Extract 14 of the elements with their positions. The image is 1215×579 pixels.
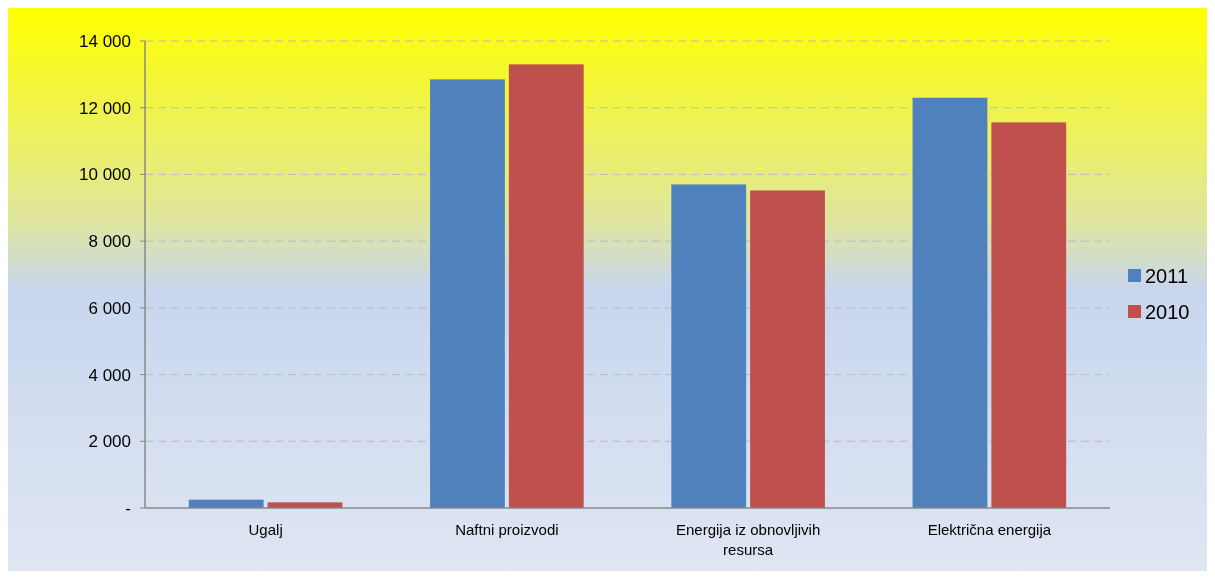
x-tick-label: Naftni proizvodi (455, 521, 559, 538)
y-tick-label: 14 000 (79, 31, 131, 51)
y-tick-label: 10 000 (79, 165, 131, 185)
y-tick-label: 6 000 (88, 298, 131, 318)
y-tick-label: 4 000 (88, 365, 131, 385)
x-tick-label: Energija iz obnovljivih resursa (676, 521, 821, 558)
y-tick-label: 2 000 (88, 432, 131, 452)
x-tick-label: Električna energija (927, 521, 1052, 538)
x-tick-label: Ugalj (248, 521, 283, 538)
legend-label: 2010 (1145, 301, 1190, 323)
y-tick-label: - (125, 498, 131, 518)
legend-label: 2011 (1145, 265, 1189, 287)
y-tick-label: 12 000 (79, 98, 131, 118)
y-tick-label: 8 000 (88, 232, 131, 252)
